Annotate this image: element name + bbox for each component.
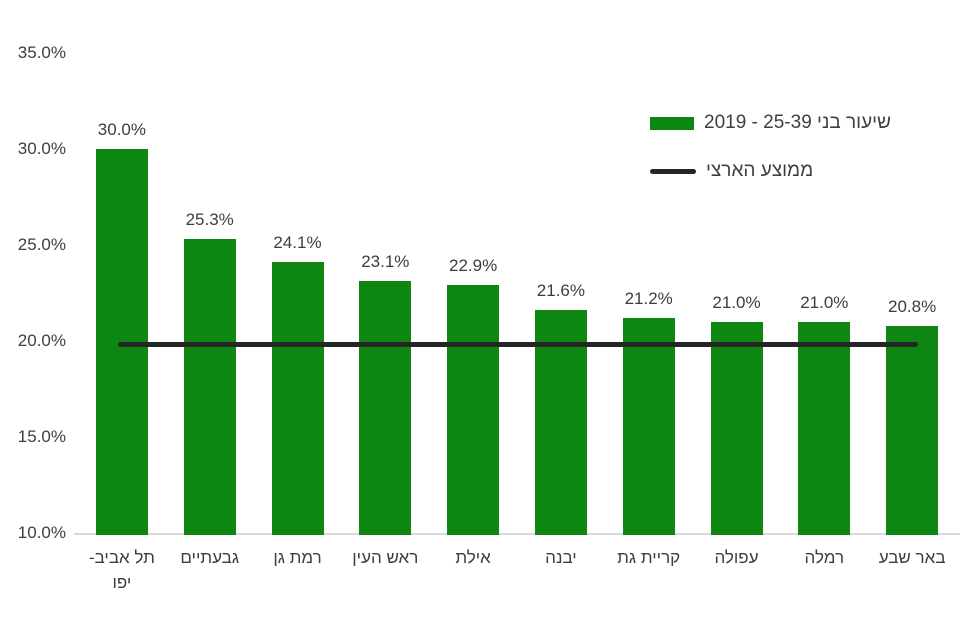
y-axis-tick-label: 35.0% (17, 43, 66, 62)
bar (710, 321, 763, 535)
y-axis-tick-label: 10.0% (17, 523, 66, 542)
bar-value-label: 22.9% (448, 256, 498, 276)
x-category-label: קריית גת (617, 548, 681, 567)
bar (359, 281, 412, 535)
bar (886, 325, 939, 535)
bar-value-label: 20.8% (887, 296, 937, 316)
bar-value-label: 25.3% (185, 210, 234, 230)
legend-item-label: שיעור בני 25-39 - 2019 (704, 112, 891, 133)
bar (95, 149, 148, 535)
x-category-label: באר שבע (878, 548, 946, 567)
bar (183, 239, 236, 535)
x-category-label: עפולה (714, 548, 759, 567)
x-category-label: יבנה (545, 548, 577, 567)
y-axis-tick-label: 30.0% (17, 139, 66, 158)
x-axis-line (74, 533, 960, 535)
bar (271, 262, 324, 535)
national-average-line (117, 342, 919, 348)
bar-value-label: 24.1% (273, 233, 322, 253)
bar (534, 310, 587, 535)
x-category-label: רמלה (804, 548, 845, 567)
y-axis-tick-label: 15.0% (17, 427, 66, 446)
x-category-label: גבעתיים (180, 548, 240, 567)
x-category-label: ראש העין (352, 548, 419, 567)
bar (622, 317, 675, 535)
legend-item-series: שיעור בני 25-39 - 2019 (650, 110, 891, 136)
bar (798, 321, 851, 535)
x-category-label: אילת (455, 548, 491, 567)
bar-value-label: 30.0% (97, 120, 146, 139)
legend-item-average: ממוצע הארצי (650, 158, 891, 184)
x-category-label: רמת גן (273, 548, 322, 567)
bar-value-label: 21.0% (800, 292, 849, 312)
legend-bar-swatch (650, 116, 694, 130)
x-category-label: תל אביב- יפו (88, 548, 155, 592)
bar-value-label: 21.2% (624, 288, 673, 308)
bar-value-label: 23.1% (361, 252, 410, 272)
bar-value-label: 21.0% (712, 292, 761, 312)
legend-line-swatch (650, 168, 696, 174)
y-axis-tick-label: 25.0% (17, 235, 66, 254)
legend: שיעור בני 25-39 - 2019 ממוצע הארצי (650, 110, 891, 206)
bar-value-label: 21.6% (536, 281, 585, 301)
legend-item-label: ממוצע הארצי (706, 160, 814, 181)
y-axis-tick-label: 20.0% (17, 331, 66, 350)
bar (447, 285, 500, 535)
